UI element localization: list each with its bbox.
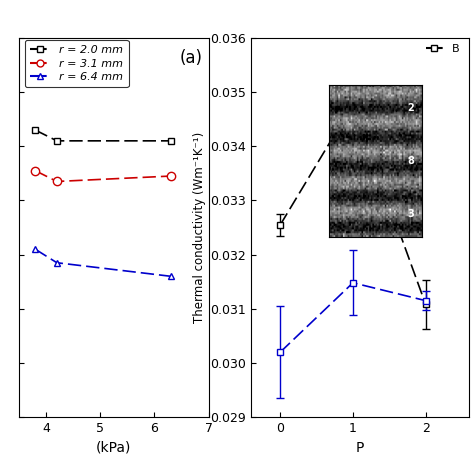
Text: 2: 2 bbox=[407, 103, 414, 113]
Y-axis label: Thermal conductivity (Wm⁻¹K⁻¹): Thermal conductivity (Wm⁻¹K⁻¹) bbox=[193, 132, 206, 323]
Text: (a): (a) bbox=[180, 49, 203, 67]
Text: 3: 3 bbox=[407, 209, 414, 219]
Legend: r = 2.0 mm, r = 3.1 mm, r = 6.4 mm: r = 2.0 mm, r = 3.1 mm, r = 6.4 mm bbox=[25, 40, 128, 88]
Legend: B: B bbox=[422, 40, 464, 59]
X-axis label: (kPa): (kPa) bbox=[96, 440, 131, 455]
X-axis label: P: P bbox=[356, 440, 365, 455]
Text: 8: 8 bbox=[407, 156, 414, 166]
